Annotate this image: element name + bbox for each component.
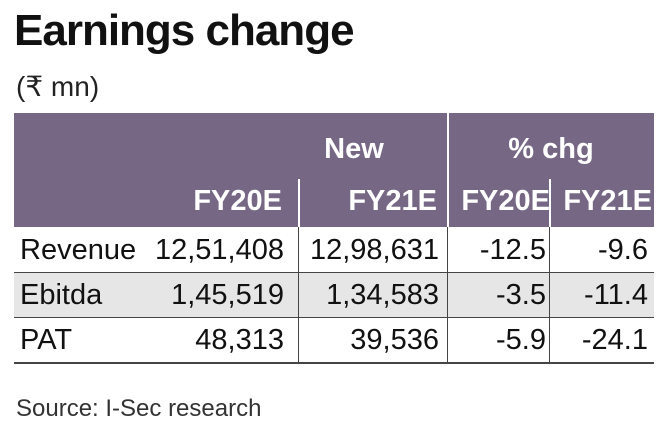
header-col-fy20e-chg: FY20E — [461, 185, 550, 217]
cell-value: -3.5 — [496, 279, 546, 311]
cell-value: -12.5 — [479, 234, 546, 266]
cell-value: -9.6 — [598, 234, 648, 266]
header-col-fy21e-chg: FY21E — [563, 185, 652, 217]
cell-value: 39,536 — [350, 324, 439, 356]
source-note: Source: I-Sec research — [16, 395, 262, 422]
row-label: Ebitda — [20, 279, 103, 311]
header-divider — [298, 179, 300, 227]
header-col-fy21e-new: FY21E — [348, 185, 437, 217]
table-row-ebitda: Ebitda 1,45,519 1,34,583 -3.5 -11.4 — [14, 272, 654, 317]
earnings-table: New % chg FY20E FY21E FY20E FY21E Revenu… — [14, 113, 654, 364]
cell-value: -11.4 — [584, 279, 648, 311]
cell-value: -24.1 — [581, 324, 648, 356]
header-group-chg: % chg — [508, 133, 594, 165]
table-bottom-rule — [14, 362, 654, 364]
header-group-new: New — [324, 133, 384, 165]
cell-value: -5.9 — [496, 324, 546, 356]
cell-value: 48,313 — [195, 324, 284, 356]
cell-value: 12,98,631 — [309, 234, 439, 266]
column-divider — [298, 227, 299, 362]
row-label: Revenue — [20, 234, 137, 266]
unit-label: (₹ mn) — [16, 71, 100, 102]
table-row-revenue: Revenue 12,51,408 12,98,631 -12.5 -9.6 — [14, 227, 654, 272]
column-divider — [549, 227, 550, 362]
table-header: New % chg FY20E FY21E FY20E FY21E — [14, 113, 654, 227]
column-divider — [447, 227, 448, 362]
row-label: PAT — [20, 324, 73, 356]
header-divider — [549, 179, 551, 227]
header-divider — [447, 113, 449, 227]
table-row-pat: PAT 48,313 39,536 -5.9 -24.1 — [14, 317, 654, 362]
header-col-fy20e-new: FY20E — [193, 185, 282, 217]
row-divider — [14, 317, 654, 318]
row-divider — [14, 272, 654, 273]
cell-value: 1,45,519 — [171, 279, 284, 311]
cell-value: 12,51,408 — [154, 234, 284, 266]
cell-value: 1,34,583 — [326, 279, 439, 311]
table-title: Earnings change — [14, 6, 355, 55]
